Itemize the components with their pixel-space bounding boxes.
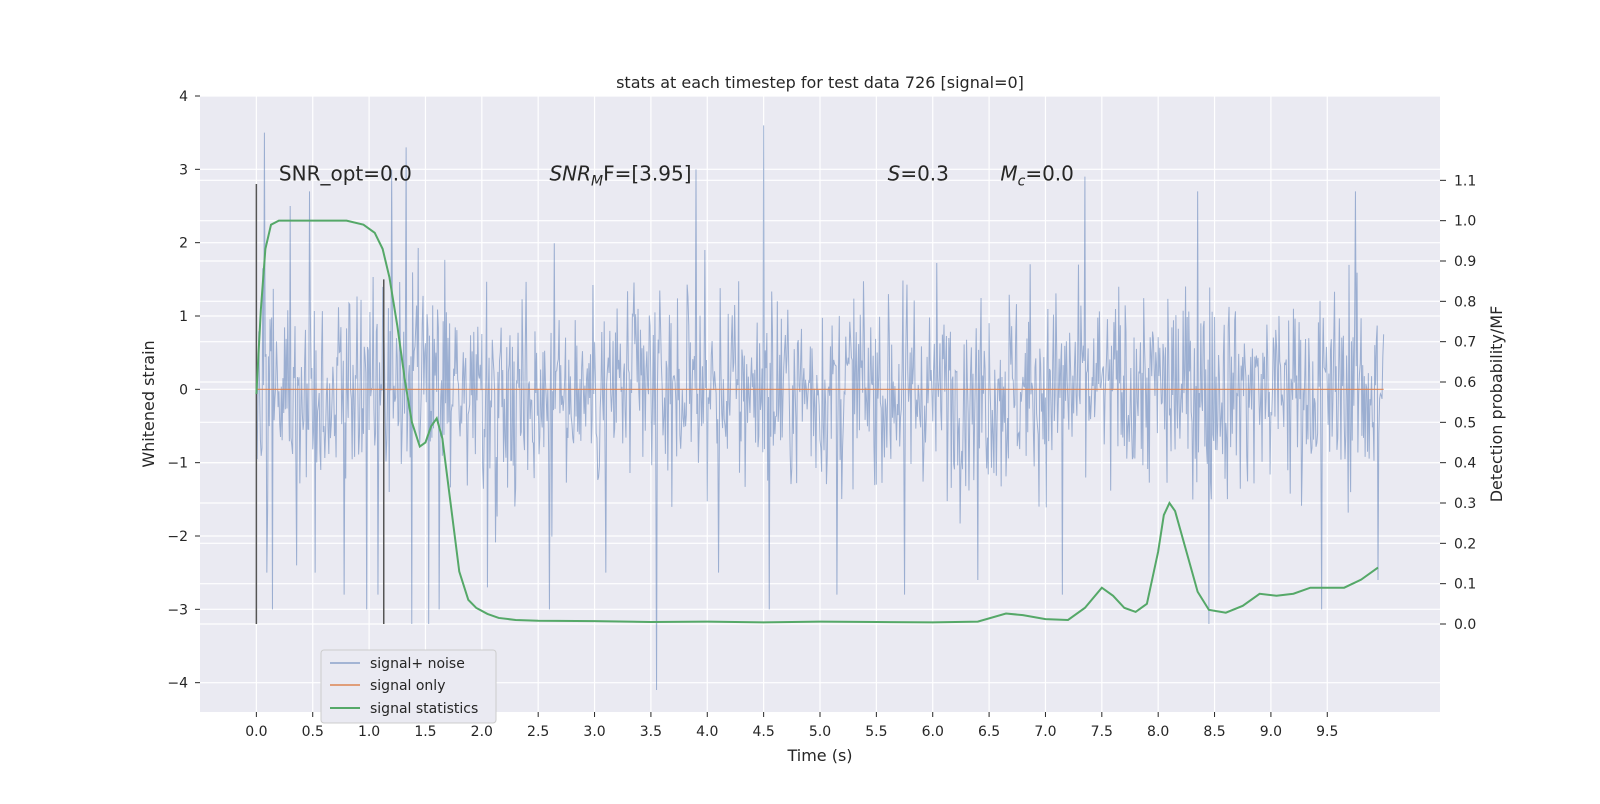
- x-tick-label-13: 6.5: [978, 724, 1000, 740]
- x-tick-label-7: 3.5: [640, 724, 662, 740]
- x-tick-label-0: 0.0: [245, 724, 267, 740]
- x-tick-label-6: 3.0: [583, 724, 605, 740]
- y-right-tick-label-1: 1.0: [1454, 214, 1476, 230]
- x-tick-label-4: 2.0: [471, 724, 493, 740]
- x-tick-label-12: 6.0: [922, 724, 944, 740]
- y-left-tick-label-0: 4: [179, 89, 188, 105]
- y-right-tick-label-0: 1.1: [1454, 173, 1476, 189]
- legend-label-signal-noise: signal+ noise: [370, 656, 465, 672]
- y-right-tick-label-9: 0.2: [1454, 536, 1476, 552]
- annotation-snr-opt: SNR_opt=0.0: [279, 161, 412, 185]
- y-left-tick-label-7: −3: [167, 602, 188, 618]
- y-left-tick-label-4: 0: [179, 382, 188, 398]
- signal-noise-line: [255, 125, 1385, 691]
- x-tick-label-3: 1.5: [414, 724, 436, 740]
- x-tick-label-5: 2.5: [527, 724, 549, 740]
- x-tick-label-16: 8.0: [1147, 724, 1169, 740]
- x-tick-label-17: 8.5: [1203, 724, 1225, 740]
- y-left-tick-label-6: −2: [167, 529, 188, 545]
- annotation-snr-mf: SNRMF=[3.95]: [549, 161, 691, 189]
- y-right-tick-label-8: 0.3: [1454, 496, 1476, 512]
- y-left-tick-label-3: 1: [179, 309, 188, 325]
- annotations: SNR_opt=0.0 SNRMF=[3.95] S=0.3 Mc=0.0: [279, 161, 1074, 189]
- chart-title: stats at each timestep for test data 726…: [616, 73, 1024, 92]
- x-tick-label-19: 9.5: [1316, 724, 1338, 740]
- x-tick-label-10: 5.0: [809, 724, 831, 740]
- annotation-s: S=0.3: [888, 161, 949, 185]
- y-right-tick-label-11: 0.0: [1454, 617, 1476, 633]
- y-right-axis-ticks: 1.1 1.0 0.9 0.8 0.7 0.6 0.5 0.4 0.3 0.2 0.1 0.0: [1440, 173, 1476, 633]
- x-tick-label-14: 7.0: [1034, 724, 1056, 740]
- x-tick-label-2: 1.0: [358, 724, 380, 740]
- y-left-axis-label: Whitened strain: [139, 340, 158, 467]
- legend-box: [320, 649, 497, 724]
- annotation-mc: Mc=0.0: [1000, 161, 1074, 189]
- x-tick-label-15: 7.5: [1091, 724, 1113, 740]
- series-signal-statistics: [255, 219, 1379, 624]
- legend: signal+ noise signal only signal statist…: [320, 649, 497, 724]
- x-tick-label-8: 4.0: [696, 724, 718, 740]
- legend-label-signal-only: signal only: [370, 678, 445, 694]
- y-right-tick-label-6: 0.5: [1454, 415, 1476, 431]
- x-axis-ticks: 0.0 0.5 1.0 1.5 2.0 2.5 3.0 3.5 4.0 4.5 5.0 5.5 6.0 6…: [245, 712, 1338, 740]
- y-right-tick-label-2: 0.9: [1454, 254, 1476, 270]
- y-left-axis-ticks: 4 3 2 1 0 −1 −2 −3 −4: [167, 89, 200, 692]
- series-signal-noise: [255, 125, 1385, 691]
- y-left-tick-label-2: 2: [179, 236, 188, 252]
- x-axis-label: Time (s): [786, 746, 852, 765]
- x-tick-label-1: 0.5: [302, 724, 324, 740]
- y-left-tick-label-5: −1: [167, 456, 188, 472]
- legend-label-signal-statistics: signal statistics: [370, 701, 478, 717]
- signal-statistics-line: [255, 219, 1379, 624]
- x-tick-label-9: 4.5: [753, 724, 775, 740]
- x-tick-label-11: 5.5: [865, 724, 887, 740]
- y-right-tick-label-4: 0.7: [1454, 335, 1476, 351]
- y-left-tick-label-1: 3: [179, 162, 188, 178]
- y-right-tick-label-7: 0.4: [1454, 456, 1476, 472]
- y-right-tick-label-3: 0.8: [1454, 294, 1476, 310]
- y-right-tick-label-5: 0.6: [1454, 375, 1476, 391]
- vertical-markers: [255, 184, 385, 624]
- x-tick-label-18: 9.0: [1260, 724, 1282, 740]
- y-right-tick-label-10: 0.1: [1454, 577, 1476, 593]
- y-right-axis-label: Detection probability/MF: [1487, 306, 1506, 503]
- y-left-tick-label-8: −4: [167, 676, 188, 692]
